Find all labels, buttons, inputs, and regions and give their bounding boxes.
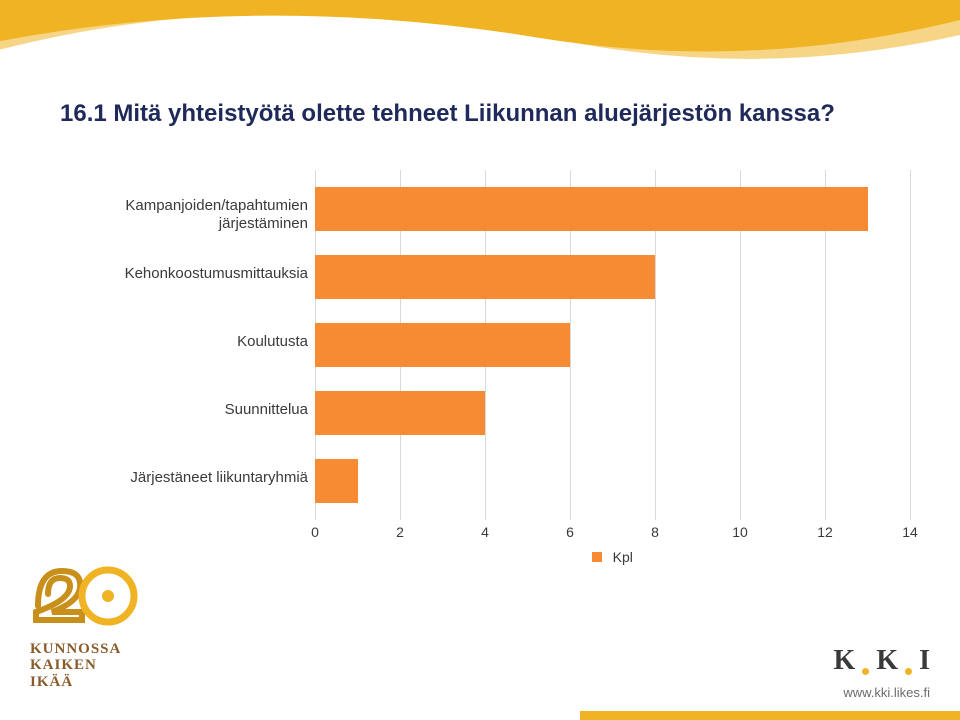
bar bbox=[315, 187, 868, 231]
bar-row bbox=[315, 391, 485, 435]
footer-right: KKI www.kki.likes.fi bbox=[834, 645, 930, 700]
footer-url: www.kki.likes.fi bbox=[834, 685, 930, 700]
category-label: Kampanjoiden/tapahtumien järjestäminen bbox=[50, 197, 308, 232]
x-ticks: 02468101214 bbox=[315, 520, 910, 540]
logo-20-graphic bbox=[30, 556, 140, 636]
bar bbox=[315, 323, 570, 367]
header-swoosh bbox=[0, 0, 960, 90]
legend-swatch bbox=[592, 552, 602, 562]
plot-area bbox=[315, 170, 910, 520]
legend: Kpl bbox=[315, 548, 910, 566]
x-tick-label: 4 bbox=[481, 524, 489, 540]
category-label: Kehonkoostumusmittauksia bbox=[50, 265, 308, 282]
x-tick-label: 6 bbox=[566, 524, 574, 540]
kki-letter: I bbox=[919, 645, 930, 677]
bar bbox=[315, 255, 655, 299]
x-tick-label: 10 bbox=[732, 524, 748, 540]
bar-row bbox=[315, 255, 655, 299]
logo-line3: IKÄÄ bbox=[30, 674, 190, 691]
x-tick-label: 2 bbox=[396, 524, 404, 540]
legend-label: Kpl bbox=[613, 549, 633, 565]
chart-title: 16.1 Mitä yhteistyötä olette tehneet Lii… bbox=[60, 100, 900, 128]
bar-row bbox=[315, 323, 570, 367]
category-label: Suunnittelua bbox=[50, 401, 308, 418]
bar bbox=[315, 391, 485, 435]
bar-row bbox=[315, 459, 358, 503]
logo-line1: KUNNOSSA bbox=[30, 641, 190, 658]
x-tick-label: 0 bbox=[311, 524, 319, 540]
logo-line2: KAIKEN bbox=[30, 657, 190, 674]
category-label: Järjestäneet liikuntaryhmiä bbox=[50, 469, 308, 486]
x-tick-label: 8 bbox=[651, 524, 659, 540]
gridline bbox=[910, 170, 911, 520]
kki-letter: K bbox=[876, 645, 898, 677]
x-tick-label: 12 bbox=[817, 524, 833, 540]
swoosh-main bbox=[0, 0, 960, 51]
category-label: Koulutusta bbox=[50, 333, 308, 350]
footer-yellow-bar bbox=[580, 711, 960, 720]
bar-row bbox=[315, 187, 868, 231]
x-tick-label: 14 bbox=[902, 524, 918, 540]
chart-area: Kampanjoiden/tapahtumien järjestäminen Ke… bbox=[50, 170, 910, 560]
logo-dot bbox=[102, 590, 114, 602]
kki-dot-icon bbox=[905, 668, 912, 675]
logo-text: KUNNOSSA KAIKEN IKÄÄ bbox=[30, 641, 190, 691]
logo-kunnossa: KUNNOSSA KAIKEN IKÄÄ bbox=[30, 556, 190, 691]
kki-logo: KKI bbox=[834, 645, 930, 677]
bar bbox=[315, 459, 358, 503]
kki-letter: K bbox=[834, 645, 856, 677]
swoosh-svg bbox=[0, 0, 960, 90]
slide-page: { "colors": { "brand_yellow": "#f0b323",… bbox=[0, 0, 960, 720]
kki-dot-icon bbox=[862, 668, 869, 675]
logo-two-path bbox=[36, 571, 82, 620]
